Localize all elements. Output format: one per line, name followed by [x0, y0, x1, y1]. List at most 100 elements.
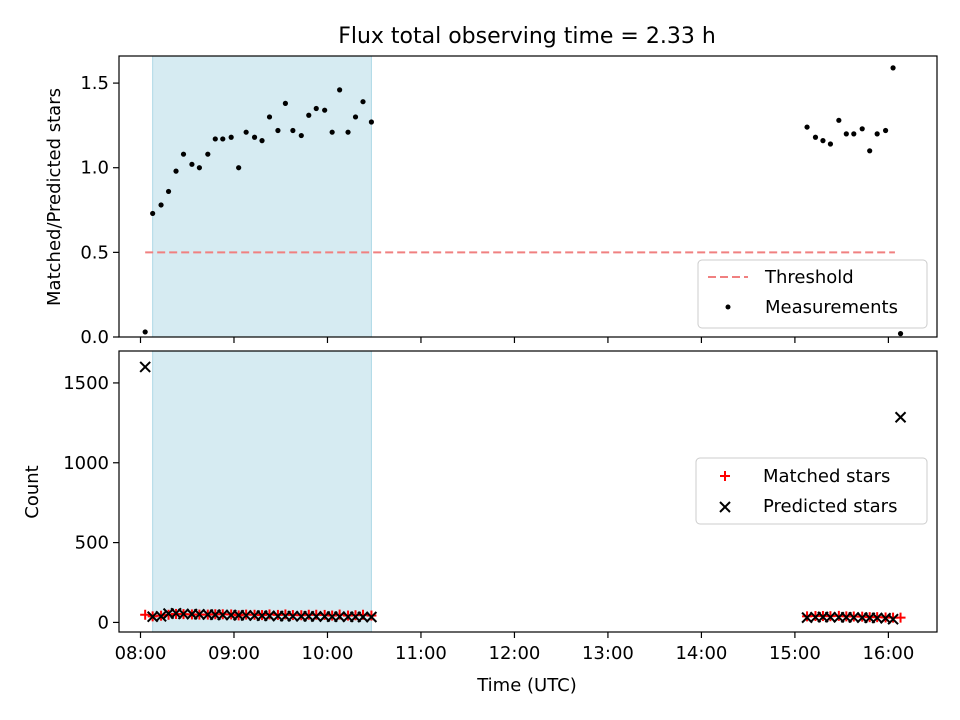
measurement-point-32 [820, 138, 826, 144]
predicted-point-39 [871, 612, 883, 624]
predicted-point-0 [139, 361, 151, 373]
predicted-stars-points [139, 361, 907, 625]
bottom-shaded-span [152, 350, 372, 633]
measurement-point-11 [228, 134, 234, 140]
measurement-point-30 [804, 124, 810, 130]
xtick-label-7: 15:00 [769, 643, 821, 664]
measurement-point-6 [189, 161, 195, 167]
top-ytick-label-2: 1.0 [80, 158, 109, 179]
predicted-point-5 [177, 608, 190, 620]
bottom-ytick-label-2: 1000 [63, 453, 109, 474]
measurement-point-34 [836, 117, 842, 123]
legend-measurements-swatch [725, 304, 731, 310]
predicted-point-19 [287, 610, 299, 622]
top-y-ticks: 0.0 0.5 1.0 1.5 [80, 73, 119, 348]
legend-predicted-label: Predicted stars [763, 496, 897, 517]
top-ytick-label-1: 0.5 [80, 242, 109, 263]
xtick-label-2: 10:00 [302, 643, 354, 664]
legend-measurements-label: Measurements [765, 297, 898, 318]
measurement-point-38 [867, 148, 873, 154]
xtick-label-1: 09:00 [208, 643, 260, 664]
predicted-point-1 [146, 610, 159, 623]
measurement-point-33 [827, 141, 834, 147]
matched-point-29 [366, 610, 377, 621]
measurement-point-22 [313, 105, 319, 112]
bottom-ytick-label-0: 0 [98, 612, 109, 633]
legend-predicted-swatch [719, 501, 731, 513]
xtick-label-4: 12:00 [489, 643, 541, 664]
top-legend-frame [697, 259, 928, 329]
measurement-point-7 [196, 165, 202, 171]
measurement-point-21 [306, 112, 312, 118]
measurement-point-17 [275, 127, 281, 134]
measurement-point-8 [205, 151, 211, 157]
matched-point-42 [895, 612, 906, 623]
measurement-point-16 [266, 114, 273, 120]
measurement-point-2 [158, 202, 164, 208]
measurement-point-0 [142, 329, 148, 335]
predicted-point-25 [333, 610, 346, 623]
measurement-point-5 [180, 151, 187, 157]
predicted-point-7 [193, 608, 206, 620]
measurement-point-23 [322, 107, 328, 113]
measurement-point-10 [220, 136, 226, 142]
measurement-point-39 [874, 131, 880, 137]
matched-point-16 [264, 609, 275, 620]
legend-matched-label: Matched stars [763, 466, 890, 487]
top-ytick-label-3: 1.5 [80, 73, 109, 94]
legend-matched-swatch [720, 471, 730, 481]
predicted-point-36 [848, 611, 860, 624]
measurement-point-18 [282, 100, 289, 106]
matched-point-22 [311, 609, 322, 620]
measurement-point-25 [337, 87, 343, 93]
top-shaded-span [152, 55, 372, 338]
measurement-point-36 [851, 131, 857, 137]
top-axes-frame [118, 55, 938, 338]
bottom-ytick-label-3: 1500 [63, 373, 109, 394]
bottom-axes-frame [118, 350, 938, 633]
predicted-point-16 [263, 610, 276, 622]
top-legend: Threshold Measurements [697, 259, 928, 329]
xtick-label-5: 13:00 [582, 643, 634, 664]
measurement-point-27 [352, 114, 359, 120]
measurement-point-4 [173, 168, 179, 174]
top-y-axis-label: Matched/Predicted stars [44, 88, 65, 306]
legend-predicted-marker [719, 501, 731, 513]
measurement-point-40 [882, 127, 889, 134]
predicted-point-13 [240, 609, 252, 622]
top-panel: 0.0 0.5 1.0 1.5 Matched/Predicted stars Thr… [44, 55, 938, 348]
top-x-ticks [139, 337, 889, 343]
xtick-label-8: 16:00 [862, 643, 914, 664]
bottom-x-ticks: 08:00 09:00 10:00 11:00 12:00 13:00 14:00 15:00… [115, 632, 914, 664]
measurement-point-14 [251, 134, 258, 140]
bottom-legend: Matched stars Predicted stars [695, 457, 928, 525]
measurement-point-9 [212, 136, 218, 142]
predicted-point-10 [217, 609, 229, 621]
bottom-panel: 0 500 1000 1500 08:00 09:00 10:00 11:00 12:00 13… [22, 350, 938, 696]
measurement-point-31 [812, 134, 819, 140]
measurement-point-37 [859, 126, 865, 132]
predicted-point-29 [365, 611, 378, 623]
measurement-point-26 [345, 129, 351, 135]
legend-threshold-label: Threshold [764, 267, 854, 288]
x-axis-label: Time (UTC) [476, 675, 577, 696]
predicted-point-41 [887, 613, 899, 625]
predicted-point-2 [155, 610, 167, 623]
measurement-point-41 [890, 65, 896, 71]
measurement-point-29 [368, 119, 375, 125]
measurement-point-20 [298, 132, 304, 139]
measurement-point-12 [236, 165, 242, 171]
xtick-label-3: 11:00 [395, 643, 447, 664]
measurement-point-19 [290, 127, 296, 134]
measurement-point-1 [150, 210, 156, 217]
predicted-point-22 [310, 610, 322, 623]
xtick-label-6: 14:00 [675, 643, 727, 664]
bottom-y-axis-label: Count [22, 465, 43, 518]
measurement-point-3 [165, 188, 172, 195]
measurement-point-24 [329, 129, 335, 135]
xtick-label-0: 08:00 [115, 643, 167, 664]
predicted-point-33 [824, 611, 837, 623]
matched-point-0 [140, 609, 151, 620]
predicted-point-42 [894, 411, 907, 423]
